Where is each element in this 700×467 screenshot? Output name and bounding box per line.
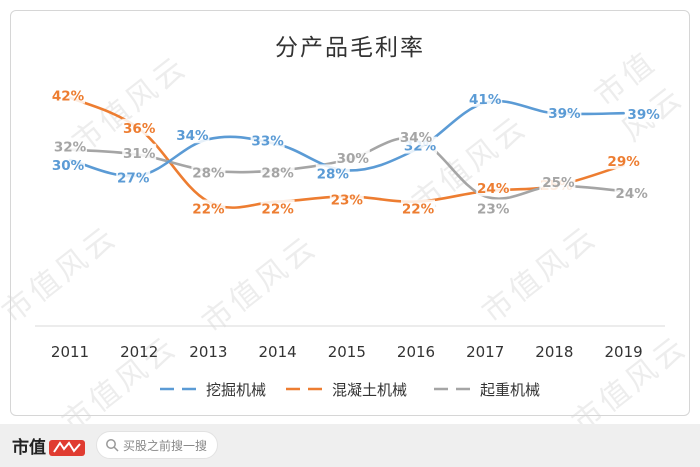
data-label: 30% <box>337 151 370 167</box>
chart-card <box>10 10 690 416</box>
legend-label: 混凝土机械 <box>332 381 407 399</box>
data-label-bg <box>51 86 85 104</box>
brand-mark-icon <box>49 440 85 456</box>
data-label: 27% <box>117 171 150 187</box>
data-label-bg <box>547 104 582 122</box>
data-label-bg <box>399 128 433 146</box>
data-label-bg <box>175 126 210 144</box>
x-tick-label: 2014 <box>259 343 297 361</box>
x-tick-label: 2017 <box>466 343 504 361</box>
logo-text: 市值 <box>12 438 46 458</box>
x-tick-label: 2012 <box>120 343 158 361</box>
line-chart: 2011 2012 2013 2014 2015 2016 2017 2018 201930%2… <box>35 86 665 399</box>
data-label-bg <box>250 131 285 149</box>
data-label: 34% <box>400 130 433 146</box>
data-label-bg <box>468 89 503 107</box>
data-label-bg <box>191 199 226 217</box>
data-label: 32% <box>54 140 87 156</box>
data-label-bg <box>260 199 295 217</box>
data-label-bg <box>329 190 364 208</box>
search-box[interactable]: 买股之前搜一搜 <box>96 431 218 459</box>
data-label: 24% <box>615 186 648 202</box>
data-label-bg <box>541 173 576 190</box>
data-label: 39% <box>627 107 660 123</box>
data-label: 28% <box>261 165 294 181</box>
x-tick-label: 2011 <box>51 343 89 361</box>
data-label: 30% <box>52 158 85 174</box>
data-label: 22% <box>192 202 225 218</box>
search-placeholder: 买股之前搜一搜 <box>123 439 208 453</box>
chart-frame <box>10 10 690 416</box>
data-label: 41% <box>469 92 502 108</box>
data-label-bg <box>51 156 85 173</box>
data-label-bg <box>116 168 151 186</box>
x-tick-label: 2016 <box>397 343 435 361</box>
data-label-bg <box>335 149 370 166</box>
data-label: 24% <box>477 181 510 197</box>
search-icon <box>106 439 119 452</box>
data-label-bg <box>315 164 350 182</box>
data-label-bg <box>626 105 661 123</box>
footer-bar: 市值 买股之前搜一搜 <box>0 424 700 467</box>
data-label: 31% <box>123 146 156 162</box>
data-label: 34% <box>176 128 209 144</box>
data-label: 39% <box>548 106 581 122</box>
data-label-bg <box>122 118 157 136</box>
data-label: 23% <box>331 192 364 208</box>
x-tick-label: 2019 <box>605 343 643 361</box>
legend-label: 挖掘机械 <box>206 381 266 399</box>
data-label-bg <box>614 184 649 202</box>
data-label: 28% <box>317 166 350 182</box>
data-label: 36% <box>123 121 156 137</box>
x-tick-label: 2015 <box>328 343 366 361</box>
data-label: 33% <box>251 133 284 149</box>
data-label-bg <box>401 199 435 217</box>
data-label-bg <box>606 152 641 170</box>
x-tick-label: 2018 <box>535 343 573 361</box>
data-label: 22% <box>261 202 294 218</box>
brand-logo: 市值 <box>12 433 88 459</box>
data-label-bg <box>476 199 511 217</box>
data-label-bg <box>53 137 87 155</box>
data-label-bg <box>476 179 511 197</box>
legend-label: 起重机械 <box>480 381 540 399</box>
data-label-bg <box>191 163 226 181</box>
data-label: 22% <box>402 202 435 218</box>
data-label: 23% <box>477 201 510 217</box>
data-label: 28% <box>192 165 225 181</box>
data-label: 29% <box>607 154 640 170</box>
chart-title: 分产品毛利率 <box>275 35 425 61</box>
data-label-bg <box>122 143 157 161</box>
data-label: 25% <box>542 175 575 191</box>
data-label-bg <box>260 163 295 181</box>
x-tick-label: 2013 <box>189 343 227 361</box>
data-label: 42% <box>52 89 85 105</box>
